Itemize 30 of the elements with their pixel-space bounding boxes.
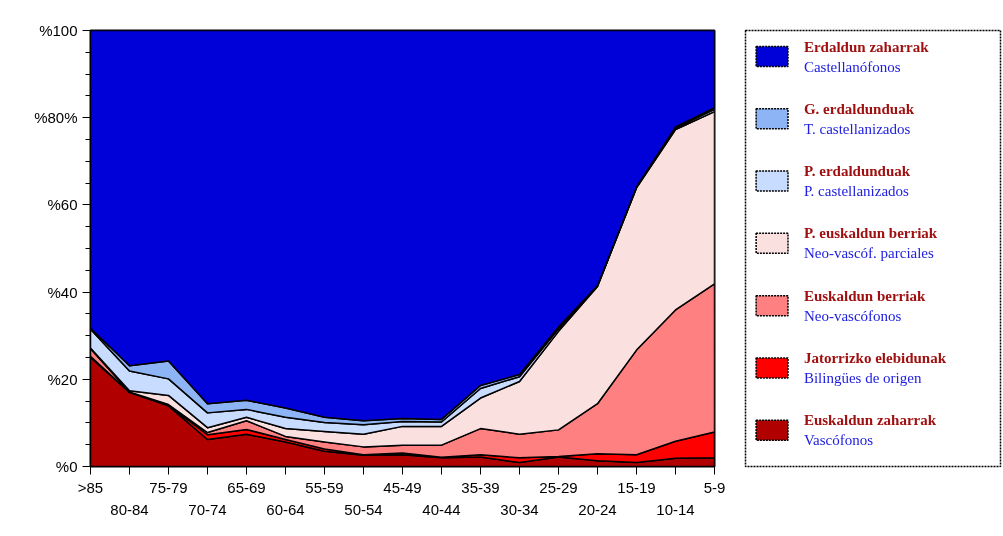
y-tick-label: %20 [47, 370, 78, 388]
x-tick-label: 55-59 [305, 478, 344, 496]
y-tick-label: %60 [47, 196, 78, 214]
x-tick-label: 65-69 [227, 478, 266, 496]
x-tick-label: 15-19 [617, 478, 656, 496]
x-tick-label: 35-39 [461, 478, 500, 496]
y-tick-label: %40 [47, 283, 78, 301]
legend-label: G. erdaldunduak T. castellanizados [803, 100, 915, 137]
x-tick-label: 25-29 [539, 478, 578, 496]
legend-label: Euskaldun berriak Neo-vascófonos [803, 287, 926, 324]
x-tick-label: 70-74 [188, 500, 227, 518]
x-tick-label: >85 [77, 478, 104, 496]
x-tick-label: 40-44 [422, 500, 461, 518]
x-tick-label: 50-54 [344, 500, 383, 518]
x-tick-label: 20-24 [578, 500, 617, 518]
legend-label: P. erdaldunduak P. castellanizados [803, 163, 911, 200]
legend-label: Jatorrizko elebidunak Bilingües de origen [803, 349, 947, 386]
x-tick-label: 80-84 [110, 500, 149, 518]
legend-label: Euskaldun zaharrak Vascófonos [803, 412, 937, 449]
y-tick-label: %0 [55, 458, 78, 475]
y-tick-label: %80% [34, 109, 78, 127]
legend-label: Erdaldun zaharrak Castellanófonos [803, 38, 930, 75]
x-tick-label: 60-64 [266, 500, 305, 518]
x-tick-label: 5-9 [703, 478, 726, 496]
x-tick-label: 30-34 [500, 500, 539, 518]
x-tick-label: 45-49 [383, 478, 422, 496]
legend-label: P. euskaldun berriak Neo-vascóf. parciales [803, 225, 938, 262]
y-tick-label: %100 [39, 22, 78, 39]
x-tick-label: 10-14 [656, 500, 695, 518]
x-tick-label: 75-79 [149, 478, 188, 496]
